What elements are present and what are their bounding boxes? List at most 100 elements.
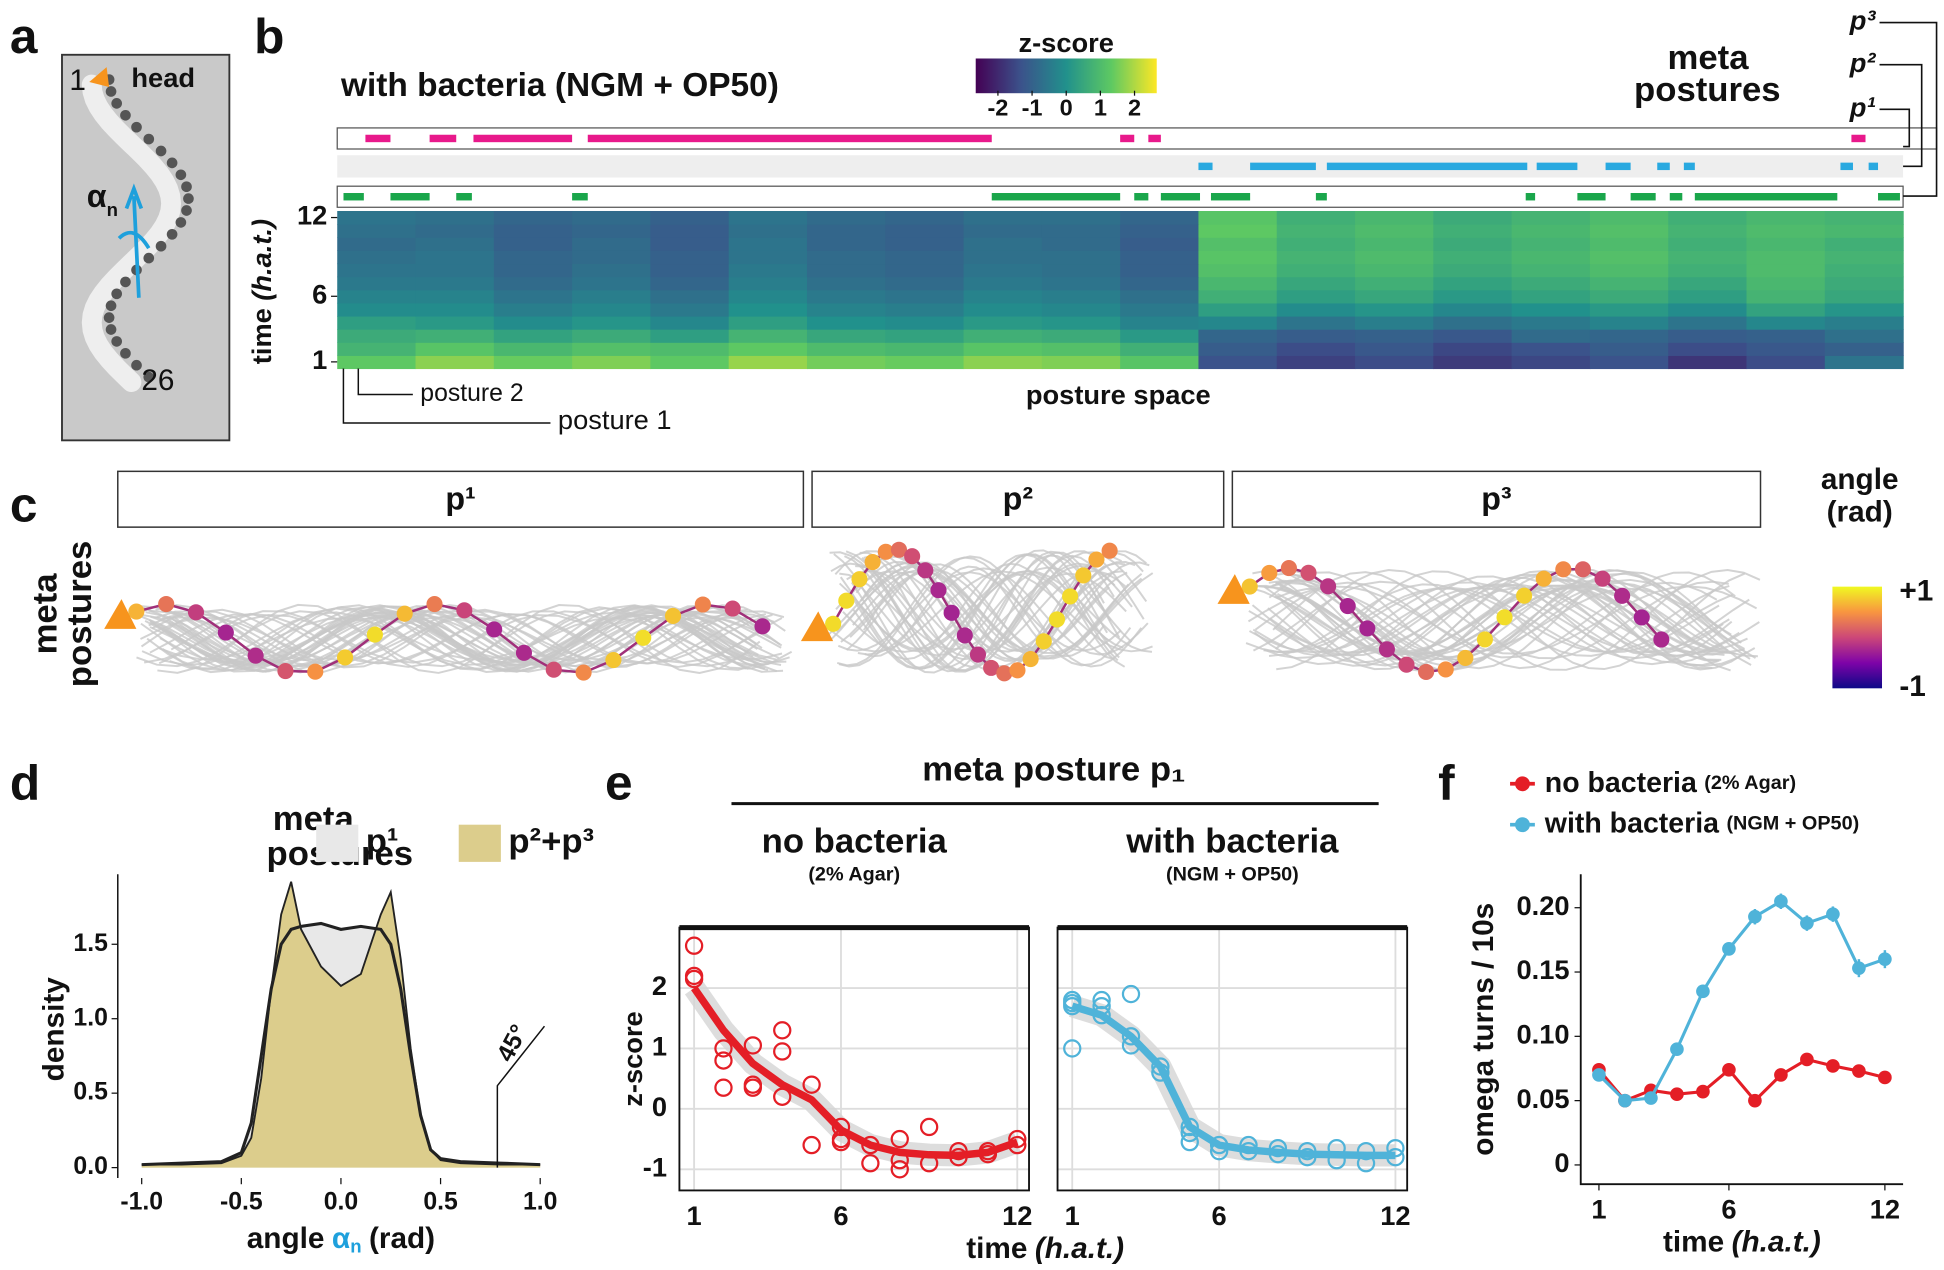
worm-point — [120, 109, 131, 121]
series-point — [1670, 1087, 1684, 1102]
posture-trace — [143, 614, 766, 664]
heatmap-cell — [1355, 224, 1434, 238]
heatmap-cell — [963, 210, 1043, 225]
posture-trace — [1275, 578, 1720, 663]
meta-posture-point — [1300, 564, 1317, 581]
head-marker — [89, 67, 110, 88]
legend-swatch — [458, 824, 501, 862]
y-tick-label: 1.5 — [73, 930, 108, 957]
heatmap-cell — [572, 250, 652, 265]
heatmap-cell — [572, 355, 652, 370]
meta-posture-curve — [1249, 566, 1663, 674]
heatmap-cell — [1589, 289, 1669, 304]
heatmap-cell — [1120, 289, 1200, 304]
worm-point — [175, 217, 187, 228]
heatmap-cell — [1355, 315, 1434, 330]
heatmap-cell — [1824, 263, 1904, 278]
heatmap-cell — [963, 276, 1043, 291]
meta-posture-point — [1437, 661, 1454, 678]
series-point — [1774, 894, 1788, 909]
x-axis-label: time (h.a.t.) — [1663, 1226, 1821, 1259]
worm-point — [155, 145, 167, 157]
worm-point — [166, 228, 178, 240]
panel-label: f — [1438, 754, 1455, 810]
meta-title: postures — [1634, 71, 1781, 109]
heatmap-cell — [650, 263, 730, 278]
heatmap-cell — [1433, 329, 1513, 343]
worm-point — [143, 133, 155, 145]
meta-posture-point — [1555, 561, 1572, 578]
heatmap-cell — [572, 329, 652, 343]
y-axis-label: time (h.a.t.) — [246, 219, 277, 364]
x-tick-label: 6 — [833, 1200, 848, 1231]
heatmap-cell — [1824, 224, 1904, 238]
meta-posture-point — [307, 663, 324, 680]
heatmap-cell — [1746, 224, 1826, 238]
heatmap-cell — [806, 355, 886, 370]
heatmap-cell — [1198, 276, 1278, 291]
x-tick-label: 0.0 — [324, 1188, 358, 1215]
colorbar-tick-label: -1 — [1022, 95, 1043, 121]
heatmap-cell — [885, 315, 965, 330]
bracket — [1879, 63, 1923, 168]
heatmap-cell — [650, 355, 730, 370]
meta-posture-point — [515, 644, 533, 661]
heatmap-cell — [1120, 250, 1200, 265]
series-point — [1774, 1068, 1788, 1082]
heatmap-cell — [1433, 342, 1513, 356]
heatmap-cell — [493, 315, 573, 330]
fit-line — [1071, 1002, 1396, 1160]
series-point — [1696, 1084, 1710, 1099]
y-tick-label: -1 — [643, 1151, 667, 1182]
heatmap-cell — [1198, 289, 1278, 304]
meta-posture-point — [664, 607, 682, 625]
meta-segment — [1657, 162, 1670, 171]
heatmap-cell — [1746, 289, 1826, 304]
heatmap-cell — [1433, 315, 1513, 330]
scatter-point — [890, 1129, 909, 1149]
heatmap-cell — [885, 263, 965, 278]
heatmap-cell — [1120, 276, 1200, 291]
heatmap-cell — [1433, 276, 1513, 291]
heatmap-cell — [1276, 250, 1356, 265]
scatter-point — [802, 1135, 821, 1155]
meta-posture-point — [1035, 633, 1052, 650]
posture-trace — [1253, 575, 1733, 666]
posture-trace — [836, 556, 1132, 667]
meta-segment — [1683, 162, 1695, 171]
heatmap-cell — [1824, 342, 1904, 356]
meta-row-label: p³ — [1849, 5, 1877, 36]
heatmap-cell — [493, 263, 573, 278]
heatmap-cell — [1198, 355, 1278, 370]
y-tick-label: 12 — [297, 200, 327, 231]
annotation: 45° — [492, 1021, 533, 1067]
x-tick-label: 12 — [1870, 1194, 1900, 1225]
colorbar — [975, 58, 1157, 94]
heatmap-cell — [806, 329, 886, 343]
axes — [1579, 874, 1904, 1186]
x-tick-label: 12 — [1002, 1200, 1032, 1231]
heatmap-cell — [885, 250, 965, 265]
meta-segment — [1148, 134, 1161, 143]
meta-posture-point — [904, 548, 921, 565]
x-tick-label: 1 — [1065, 1200, 1080, 1231]
heatmap-cell — [963, 263, 1043, 278]
heatmap-cell — [493, 250, 573, 265]
series-point — [1722, 1062, 1736, 1077]
heatmap-cell — [572, 237, 652, 251]
legend-label: with bacteria (NGM + OP50) — [1544, 807, 1859, 839]
heatmap-cell — [1589, 355, 1669, 370]
heatmap-cell — [963, 315, 1043, 330]
x-tick-label: 1.0 — [523, 1188, 557, 1215]
heatmap-cell — [806, 250, 886, 265]
series-point — [1852, 961, 1866, 975]
posture-box-label: p³ — [1481, 481, 1512, 517]
heatmap-cell — [572, 263, 652, 278]
heatmap-cell — [1120, 315, 1200, 330]
heatmap-cell — [806, 315, 886, 330]
worm-point — [181, 181, 192, 193]
meta-segment — [1694, 193, 1838, 201]
heatmap-cell — [1511, 224, 1591, 238]
meta-posture-point — [1261, 564, 1278, 582]
legend-label: p¹ — [366, 822, 399, 860]
